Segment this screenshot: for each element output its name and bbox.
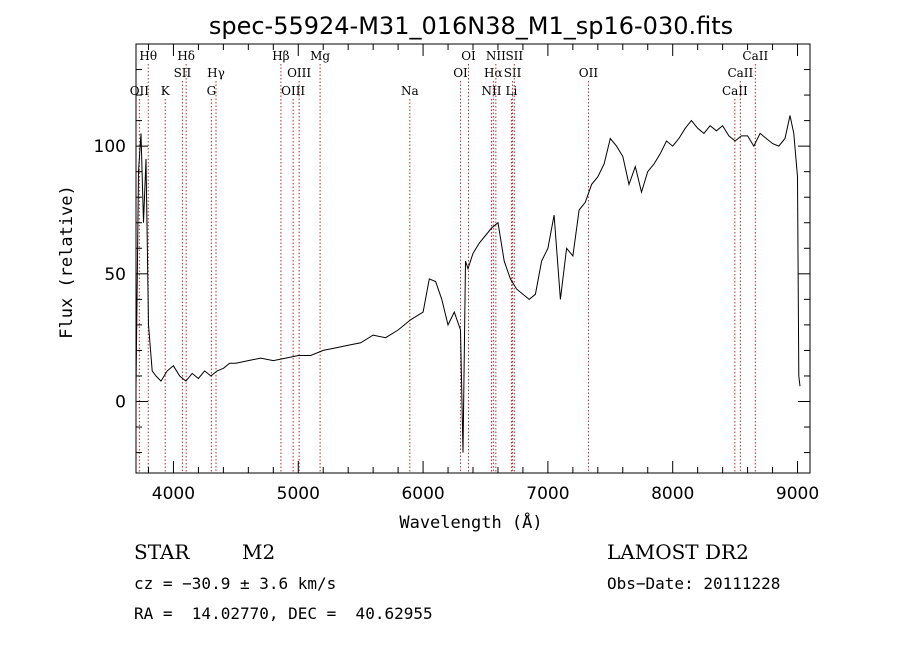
line-marker-label: G <box>207 84 217 98</box>
line-marker-label: SII <box>505 49 523 63</box>
line-marker-label: Hγ <box>207 66 225 80</box>
x-tick-label: 6000 <box>401 484 444 504</box>
y-axis-label: Flux (relative) <box>57 185 77 339</box>
ra-dec-coordinates: RA = 14.02770, DEC = 40.62955 <box>134 604 433 623</box>
line-marker-label: Mg <box>310 49 330 63</box>
x-tick-label: 8000 <box>651 484 694 504</box>
x-tick-label: 5000 <box>277 484 320 504</box>
x-axis-label: Wavelength (Å) <box>399 511 542 533</box>
line-marker-label: CaII <box>722 84 748 98</box>
line-marker-label: OIII <box>287 66 311 80</box>
line-marker-label: OIII <box>281 84 305 98</box>
line-marker-label: Hθ <box>139 49 157 63</box>
redshift-velocity: cz = −30.9 ± 3.6 km/s <box>134 574 337 593</box>
y-tick-label: 50 <box>104 265 126 285</box>
line-marker-label: SII <box>174 66 192 80</box>
object-subclass: M2 <box>242 540 276 564</box>
line-marker-label: Li <box>506 84 518 98</box>
plot-frame <box>135 43 811 474</box>
line-marker-label: K <box>161 84 171 98</box>
line-marker-label: NII <box>481 84 501 98</box>
line-marker-label: Hδ <box>177 49 195 63</box>
x-tick-label: 4000 <box>152 484 195 504</box>
y-tick-label: 0 <box>115 393 126 413</box>
line-marker-label: OI <box>461 49 476 63</box>
chart-title: spec-55924-M31_016N38_M1_sp16-030.fits <box>209 12 733 40</box>
line-marker-label: CaII <box>727 66 753 80</box>
line-marker-label: Hα <box>484 66 503 80</box>
object-class: STAR <box>134 540 190 564</box>
line-marker-label: OII <box>579 66 599 80</box>
line-marker-label: Na <box>401 84 419 98</box>
line-marker-label: OII <box>130 84 150 98</box>
axis-ticks: 4000 5000 6000 7000 8000 9000 0 50 100 <box>94 43 819 504</box>
y-tick-label: 100 <box>94 137 126 157</box>
line-marker-label: Hβ <box>272 49 289 63</box>
spectrum-series-line <box>135 115 801 453</box>
x-tick-label: 7000 <box>526 484 569 504</box>
line-marker-label: OI <box>453 66 468 80</box>
line-marker-label: SII <box>504 66 522 80</box>
observation-date: Obs−Date: 20111228 <box>607 574 781 593</box>
line-marker-label: CaII <box>742 49 768 63</box>
x-tick-label: 9000 <box>776 484 819 504</box>
line-markers: OIIHθKSIIHδGHγHβOIIIOIIIMgNaOIOINIIHαNII… <box>130 49 768 473</box>
survey-name: LAMOST DR2 <box>607 540 749 564</box>
line-marker-label: NII <box>486 49 506 63</box>
